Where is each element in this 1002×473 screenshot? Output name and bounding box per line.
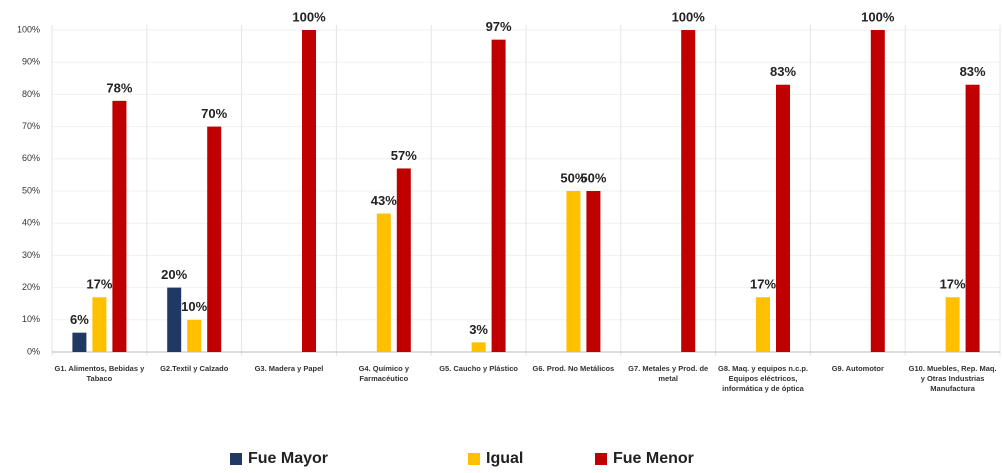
data-label: 83% <box>960 64 986 79</box>
x-tick-label: G7. Metales y Prod. de metal <box>628 364 709 383</box>
data-label: 100% <box>292 9 326 24</box>
bar <box>965 84 980 353</box>
legend-item: Igual <box>468 450 523 468</box>
data-label: 17% <box>86 277 112 292</box>
bar <box>945 297 960 352</box>
bar <box>586 191 601 352</box>
x-tick-label: G5. Caucho y Plástico <box>439 364 518 373</box>
x-tick-label: G6. Prod. No Metálicos <box>532 364 615 373</box>
bar <box>302 30 316 352</box>
y-tick-label: 20% <box>22 282 40 292</box>
data-label: 100% <box>672 9 706 24</box>
bar <box>776 84 790 353</box>
y-tick-label: 70% <box>22 121 40 131</box>
x-tick-label: G9. Automotor <box>831 364 884 373</box>
bar <box>187 319 202 352</box>
bar <box>92 297 107 352</box>
bar <box>870 30 885 352</box>
data-label: 6% <box>70 312 89 327</box>
data-label: 10% <box>181 299 207 314</box>
legend-item: Fue Menor <box>595 450 694 468</box>
data-label: 17% <box>750 277 776 292</box>
x-tick-label: G3. Madera y Papel <box>254 364 324 373</box>
x-tick-label: G10. Muebles, Rep. Maq. y Otras Industri… <box>908 364 997 393</box>
legend-swatch <box>468 453 480 465</box>
bar <box>566 191 581 352</box>
bar <box>681 30 696 352</box>
data-label: 20% <box>161 267 187 282</box>
legend-label: Fue Menor <box>613 450 694 467</box>
legend-label: Igual <box>486 450 524 467</box>
data-label: 70% <box>201 106 227 121</box>
legend-item: Fue Mayor <box>230 450 328 468</box>
chart: 0% 10% 20% 30% 40% 50% 60% 70% 80% 90% 100% 6% 17% 78… <box>17 9 1001 356</box>
y-tick-label: 40% <box>22 218 40 228</box>
bar <box>167 287 182 352</box>
legend-swatch <box>595 453 607 465</box>
y-tick-label: 0% <box>27 346 40 356</box>
x-tick-label: G2.Textil y Calzado <box>160 364 229 373</box>
bar <box>376 213 391 352</box>
y-tick-label: 10% <box>22 314 40 324</box>
x-tick-label: G4. Químico y Farmacéutico <box>358 364 410 383</box>
data-label: 3% <box>469 322 488 337</box>
y-tick-label: 80% <box>22 89 40 99</box>
data-label: 17% <box>940 277 966 292</box>
bar <box>471 342 486 352</box>
legend-label: Fue Mayor <box>248 450 329 467</box>
data-label: 50% <box>560 170 586 185</box>
data-label: 78% <box>106 80 132 95</box>
legend-swatch <box>230 453 242 465</box>
bar <box>756 297 770 352</box>
bar <box>396 168 411 352</box>
y-tick-label: 50% <box>22 185 40 195</box>
bar <box>207 126 222 352</box>
data-label: 50% <box>580 170 606 185</box>
data-label: 97% <box>486 19 512 34</box>
bar <box>112 100 127 352</box>
y-tick-label: 90% <box>22 57 40 67</box>
data-label: 83% <box>770 64 796 79</box>
x-tick-label: G8. Maq. y equipos n.c.p. Equipos eléctr… <box>717 364 808 393</box>
bar <box>491 39 506 352</box>
y-tick-label: 30% <box>22 250 40 260</box>
y-tick-label: 100% <box>17 24 40 34</box>
data-label: 57% <box>391 148 417 163</box>
bar <box>72 332 87 352</box>
x-tick-label: G1. Alimentos, Bebidas y Tabaco <box>54 364 145 383</box>
data-label: 43% <box>371 193 397 208</box>
data-label: 100% <box>861 9 895 24</box>
y-tick-label: 60% <box>22 153 40 163</box>
